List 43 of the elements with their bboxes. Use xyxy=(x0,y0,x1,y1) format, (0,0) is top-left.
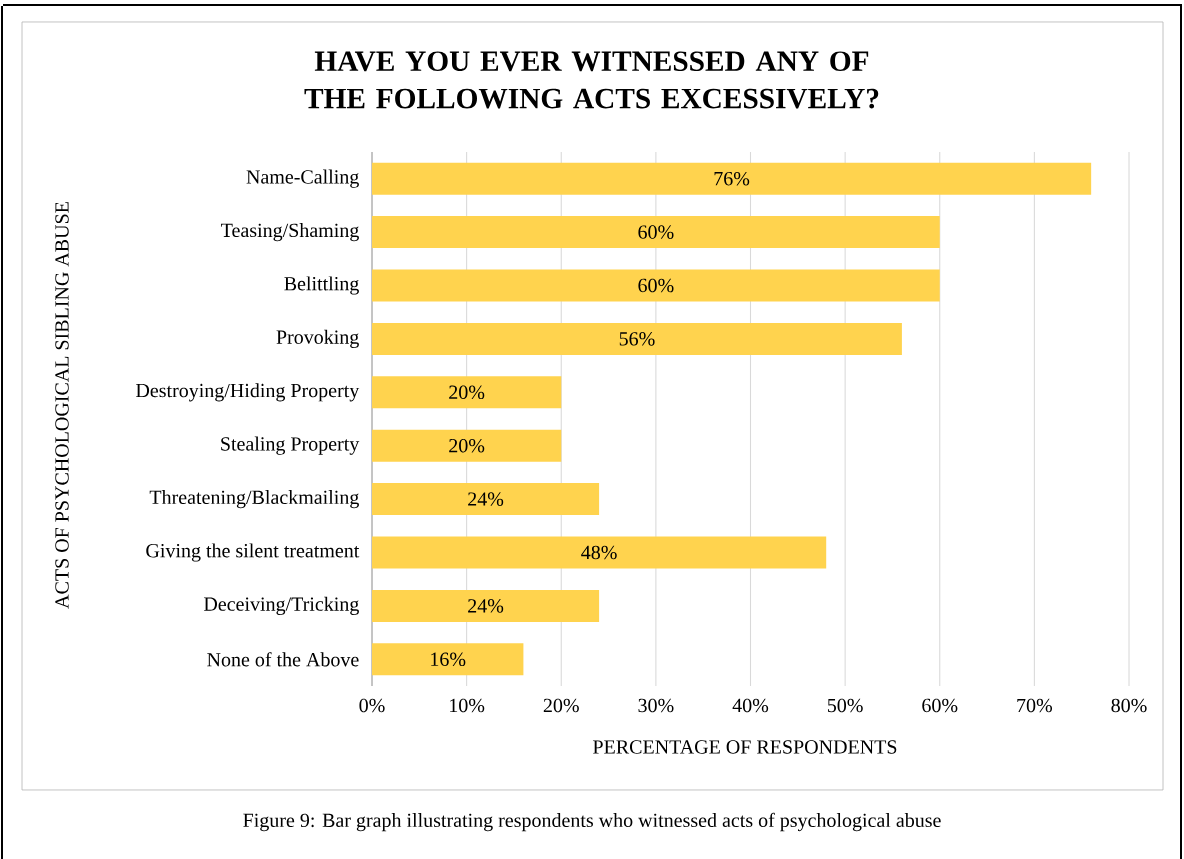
y-tick-label: None of the Above xyxy=(207,652,359,667)
x-tick-label: 50% xyxy=(827,698,863,713)
data-label: 60% xyxy=(638,278,674,293)
bar xyxy=(372,536,827,569)
x-tick-label: 30% xyxy=(638,698,674,713)
bar xyxy=(372,429,562,462)
bar xyxy=(372,162,1092,195)
y-tick-label: Provoking xyxy=(276,329,359,348)
y-tick-label: Deceiving/Tricking xyxy=(203,596,359,615)
data-label: 76% xyxy=(714,171,750,186)
y-tick-label: Teasing/Shaming xyxy=(221,223,359,242)
data-label: 56% xyxy=(619,332,655,346)
data-label: 60% xyxy=(638,225,674,239)
y-tick-label: Name-Calling xyxy=(246,169,359,188)
bar xyxy=(372,589,600,622)
y-tick-label: Threatening/Blackmailing xyxy=(149,490,359,509)
x-tick-label: 0% xyxy=(359,698,385,713)
y-tick-label: Belittling xyxy=(284,276,359,295)
x-axis-title: PERCENTAGE OF RESPONDENTS xyxy=(593,740,897,754)
x-tick-label: 70% xyxy=(1017,698,1053,713)
x-tick-label: 40% xyxy=(732,698,769,713)
data-label: 20% xyxy=(449,385,485,400)
bar xyxy=(372,269,940,302)
y-axis-title: ACTS OF PSYCHOLOGICAL SIBLING ABUSE xyxy=(55,202,69,609)
chart-title: HAVE YOU EVER WITNESSED ANY OF THE FOLLOWING ACTS EXCESSIVELY? xyxy=(304,51,879,109)
data-label: 16% xyxy=(431,652,466,667)
x-tick-label: 60% xyxy=(922,698,958,713)
x-tick-label: 20% xyxy=(543,698,579,713)
y-tick-label: Destroying/Hiding Property xyxy=(136,383,360,402)
bar xyxy=(372,483,600,516)
y-tick-label: Giving the silent treatment xyxy=(146,543,360,562)
data-label: 24% xyxy=(468,599,504,613)
bar xyxy=(372,643,524,676)
x-tick-label: 10% xyxy=(450,698,485,713)
bar xyxy=(372,216,940,249)
y-tick-label: Stealing Property xyxy=(221,436,360,455)
x-tick-label: 80% xyxy=(1111,698,1147,713)
data-label: 24% xyxy=(468,492,504,506)
bar xyxy=(372,376,562,409)
data-label: 20% xyxy=(449,438,485,453)
bar xyxy=(372,322,902,355)
data-label: 48% xyxy=(581,545,617,560)
caption: Figure 9: Bar graph illustrating respondents who witnessed acts of psychological abuse xyxy=(243,812,941,832)
